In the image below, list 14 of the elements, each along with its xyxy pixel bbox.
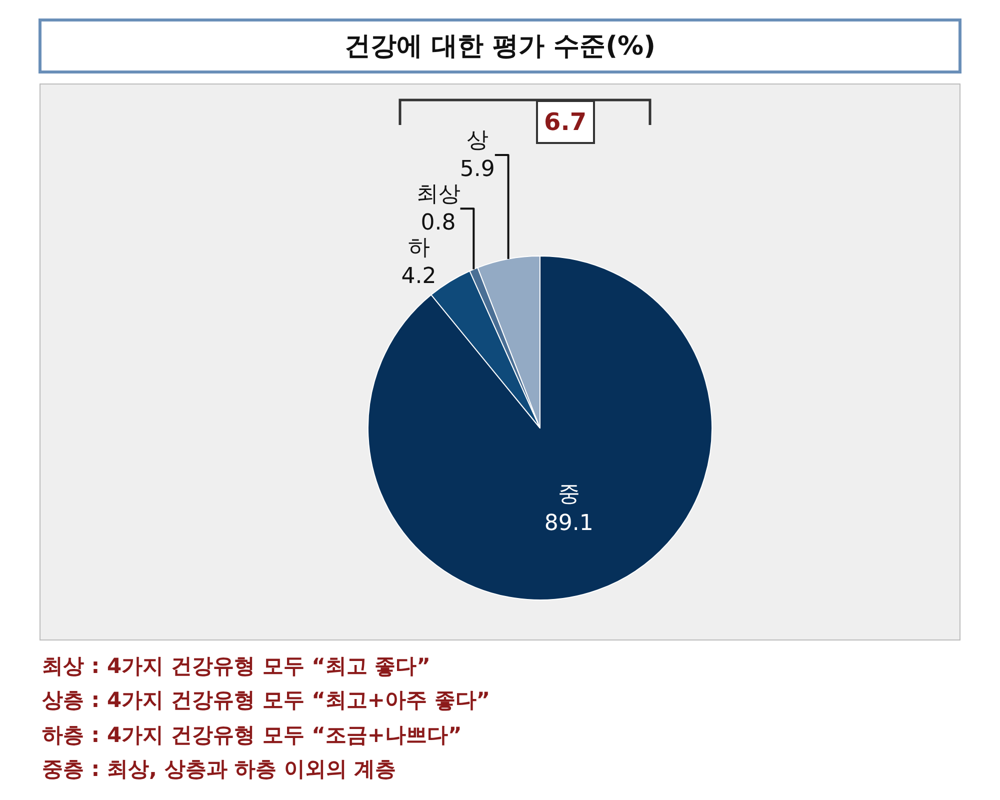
text: 상층 : 4가지 건강유형 모두 “최고+아주 좋다” (42, 688, 490, 712)
data-label: 89.1 (544, 510, 594, 536)
text: 6.7 (544, 108, 587, 136)
data-label: 4.2 (401, 264, 436, 290)
slice-label: 중 (558, 482, 580, 508)
data-label: 0.8 (420, 210, 456, 236)
text: 중층 : 최상, 상층과 하층 이외의 계층 (42, 757, 396, 781)
data-label: 5.9 (460, 156, 495, 182)
text: 최상 : 4가지 건강유형 모두 “최고 좋다” (42, 654, 430, 678)
slice-label: 상 (466, 128, 488, 154)
chart-title: 건강에 대한 평가 수준(%) (344, 32, 656, 62)
text: 하층 : 4가지 건강유형 모두 “조금+나쁘다” (42, 723, 462, 747)
slice-label: 하 (408, 235, 430, 260)
slice-label: 최상 (416, 182, 460, 207)
